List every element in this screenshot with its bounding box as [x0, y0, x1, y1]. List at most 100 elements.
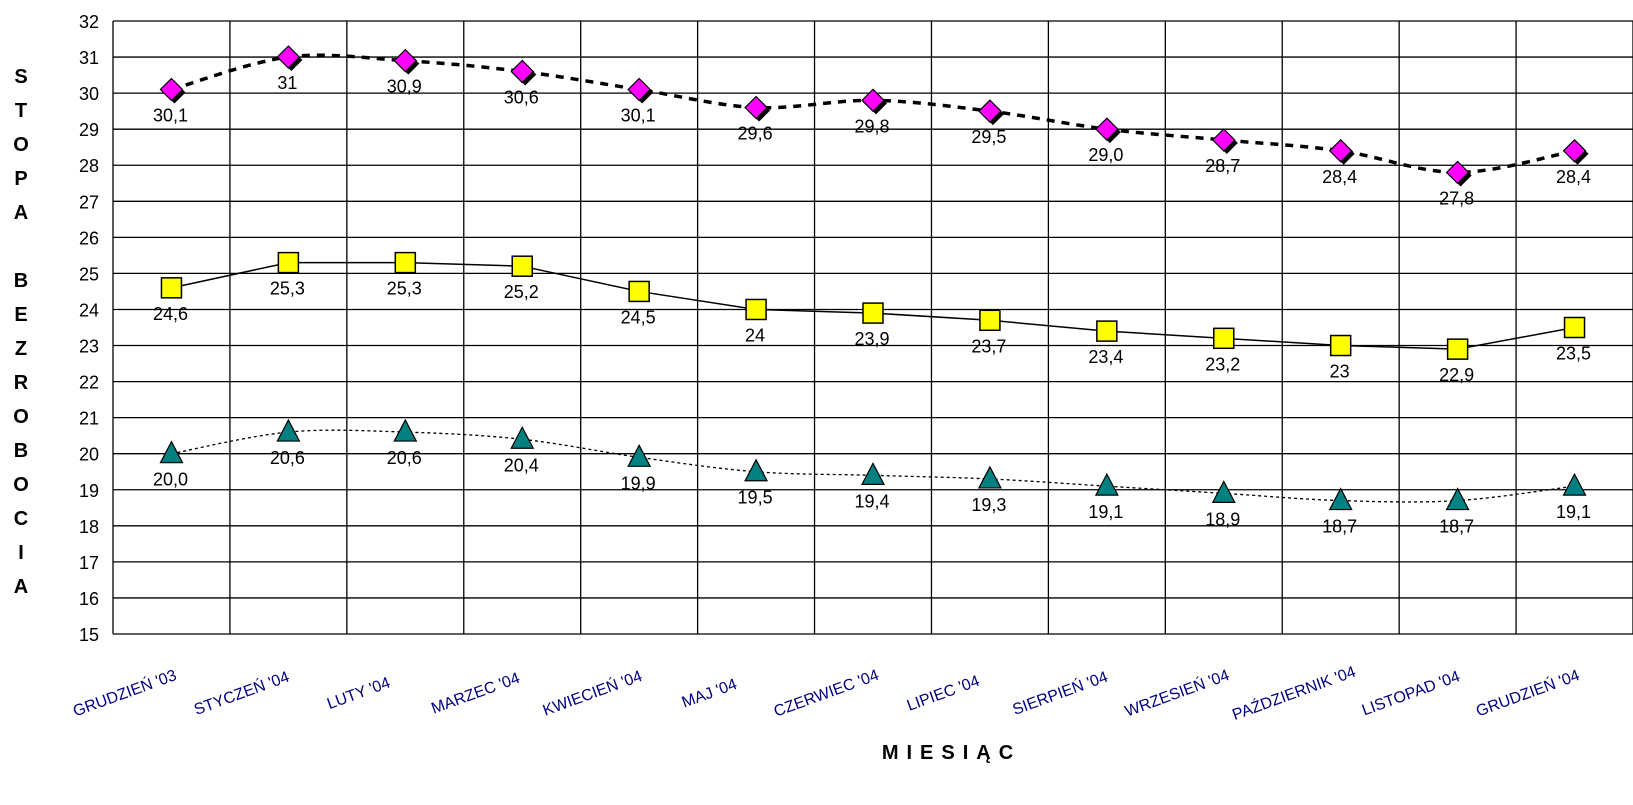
square-marker: [160, 277, 183, 299]
x-tick-label: LISTOPAD '04: [1360, 668, 1463, 719]
x-tick-label: WRZESIEŃ '04: [1122, 665, 1232, 720]
data-label: 30,9: [387, 77, 422, 97]
y-tick-label: 18: [79, 517, 99, 537]
data-label: 20,6: [387, 448, 422, 468]
x-tick-label: GRUDZIEŃ '04: [1473, 665, 1582, 720]
diamond-marker: [978, 99, 1002, 123]
data-label: 23,7: [971, 336, 1006, 356]
y-tick-label: 15: [79, 625, 99, 645]
triangle-marker: [1445, 487, 1470, 511]
y-tick-label: 19: [79, 481, 99, 501]
y-axis-title-letter: S: [14, 66, 28, 88]
data-label: 19,4: [854, 491, 889, 511]
triangle-marker: [510, 425, 535, 449]
data-label: 31: [277, 73, 297, 93]
triangle-marker: [977, 465, 1002, 489]
triangle-marker: [1094, 472, 1119, 496]
triangle-marker: [1328, 487, 1353, 511]
diamond-marker: [276, 45, 301, 69]
y-tick-label: 31: [79, 48, 99, 68]
y-axis-title-letter: A: [13, 202, 29, 224]
triangle-marker: [1562, 472, 1587, 496]
data-labels: 30,1 31 30,9 30,6 30,1 29,6 29,8 29,5 29,0 28,7 28…: [153, 73, 1591, 537]
x-tick-label: MAJ '04: [680, 676, 740, 712]
data-label: 24,6: [153, 304, 188, 324]
gridlines: [112, 20, 1633, 635]
y-tick-label: 25: [79, 264, 99, 284]
diamond-marker: [1094, 117, 1119, 142]
y-axis-title-letter: R: [13, 372, 29, 394]
data-label: 28,4: [1322, 167, 1357, 187]
diamond-marker: [744, 95, 768, 120]
data-label: 30,1: [153, 106, 188, 126]
y-axis-title-letter: O: [13, 406, 29, 428]
y-tick-label: 27: [79, 192, 99, 212]
series-line: [170, 53, 1575, 175]
diamond-marker: [1562, 138, 1587, 163]
diamond-marker: [627, 77, 652, 102]
square-marker: [1563, 316, 1586, 339]
data-label: 29,0: [1088, 145, 1123, 165]
y-tick-label: 29: [79, 120, 99, 140]
triangle-marker: [1211, 480, 1236, 503]
data-label: 19,5: [738, 488, 773, 508]
y-axis-title-letter: E: [14, 304, 28, 326]
x-tick-label: CZERWIEC '04: [772, 667, 882, 721]
square-marker: [979, 309, 1001, 332]
data-label: 29,8: [854, 116, 889, 136]
y-axis-title-letter: A: [13, 576, 29, 598]
square-marker: [1329, 334, 1352, 357]
data-label: 29,5: [971, 127, 1006, 147]
data-label: 23: [1330, 362, 1350, 382]
diamond-marker: [159, 77, 184, 102]
y-tick-label: 32: [79, 12, 99, 32]
data-label: 22,9: [1439, 365, 1474, 385]
y-tick-label: 28: [79, 156, 99, 176]
triangle-marker: [861, 462, 885, 485]
y-tick-labels: 15 16 17 18 19 20 21 22 23 24 25 26 27 28 29 30 31 32: [79, 12, 99, 645]
y-axis-title-letter: I: [18, 542, 24, 564]
x-tick-label: SIERPIEŃ '04: [1010, 667, 1111, 719]
y-tick-label: 22: [79, 373, 99, 393]
data-label: 23,9: [854, 329, 889, 349]
y-tick-label: 16: [79, 589, 99, 609]
data-label: 23,4: [1088, 347, 1123, 367]
y-axis-title-letter: C: [13, 508, 29, 530]
square-marker: [1213, 327, 1235, 350]
y-axis-title-letter: O: [13, 474, 29, 496]
triangle-marker: [393, 418, 418, 442]
y-axis-title-letter: T: [14, 100, 28, 122]
diamond-marker: [1445, 160, 1470, 185]
y-axis-title-letter: B: [13, 270, 29, 292]
x-tick-label: GRUDZIEŃ '03: [70, 665, 179, 720]
diamond-marker: [393, 48, 418, 73]
data-label: 19,3: [971, 495, 1006, 515]
x-tick-label: MARZEC '04: [429, 670, 522, 718]
y-axis-title-letter: O: [13, 134, 29, 156]
data-label: 23,2: [1205, 354, 1240, 374]
y-tick-label: 23: [79, 337, 99, 357]
y-axis-title-letter: P: [14, 168, 28, 190]
data-label: 30,1: [621, 106, 656, 126]
data-label: 25,3: [270, 279, 305, 299]
data-label: 19,9: [621, 473, 656, 493]
triangle-marker: [744, 458, 769, 482]
series-markers: [159, 45, 1589, 511]
square-marker: [745, 298, 767, 321]
square-marker: [1096, 320, 1118, 342]
square-marker: [511, 255, 533, 277]
data-label: 19,1: [1556, 502, 1591, 522]
data-label: 24,5: [621, 307, 656, 327]
data-label: 24: [745, 325, 765, 345]
data-label: 29,6: [738, 124, 773, 144]
square-marker: [1446, 338, 1469, 360]
diamond-marker: [510, 59, 535, 84]
data-label: 27,8: [1439, 188, 1474, 208]
x-tick-label: LIPIEC '04: [905, 673, 982, 715]
triangle-marker: [276, 418, 301, 442]
y-tick-label: 26: [79, 228, 99, 248]
data-label: 18,7: [1439, 517, 1474, 537]
x-tick-labels: GRUDZIEŃ '03 STYCZEŃ '04 LUTY '04 MARZEC '0…: [70, 662, 1582, 724]
